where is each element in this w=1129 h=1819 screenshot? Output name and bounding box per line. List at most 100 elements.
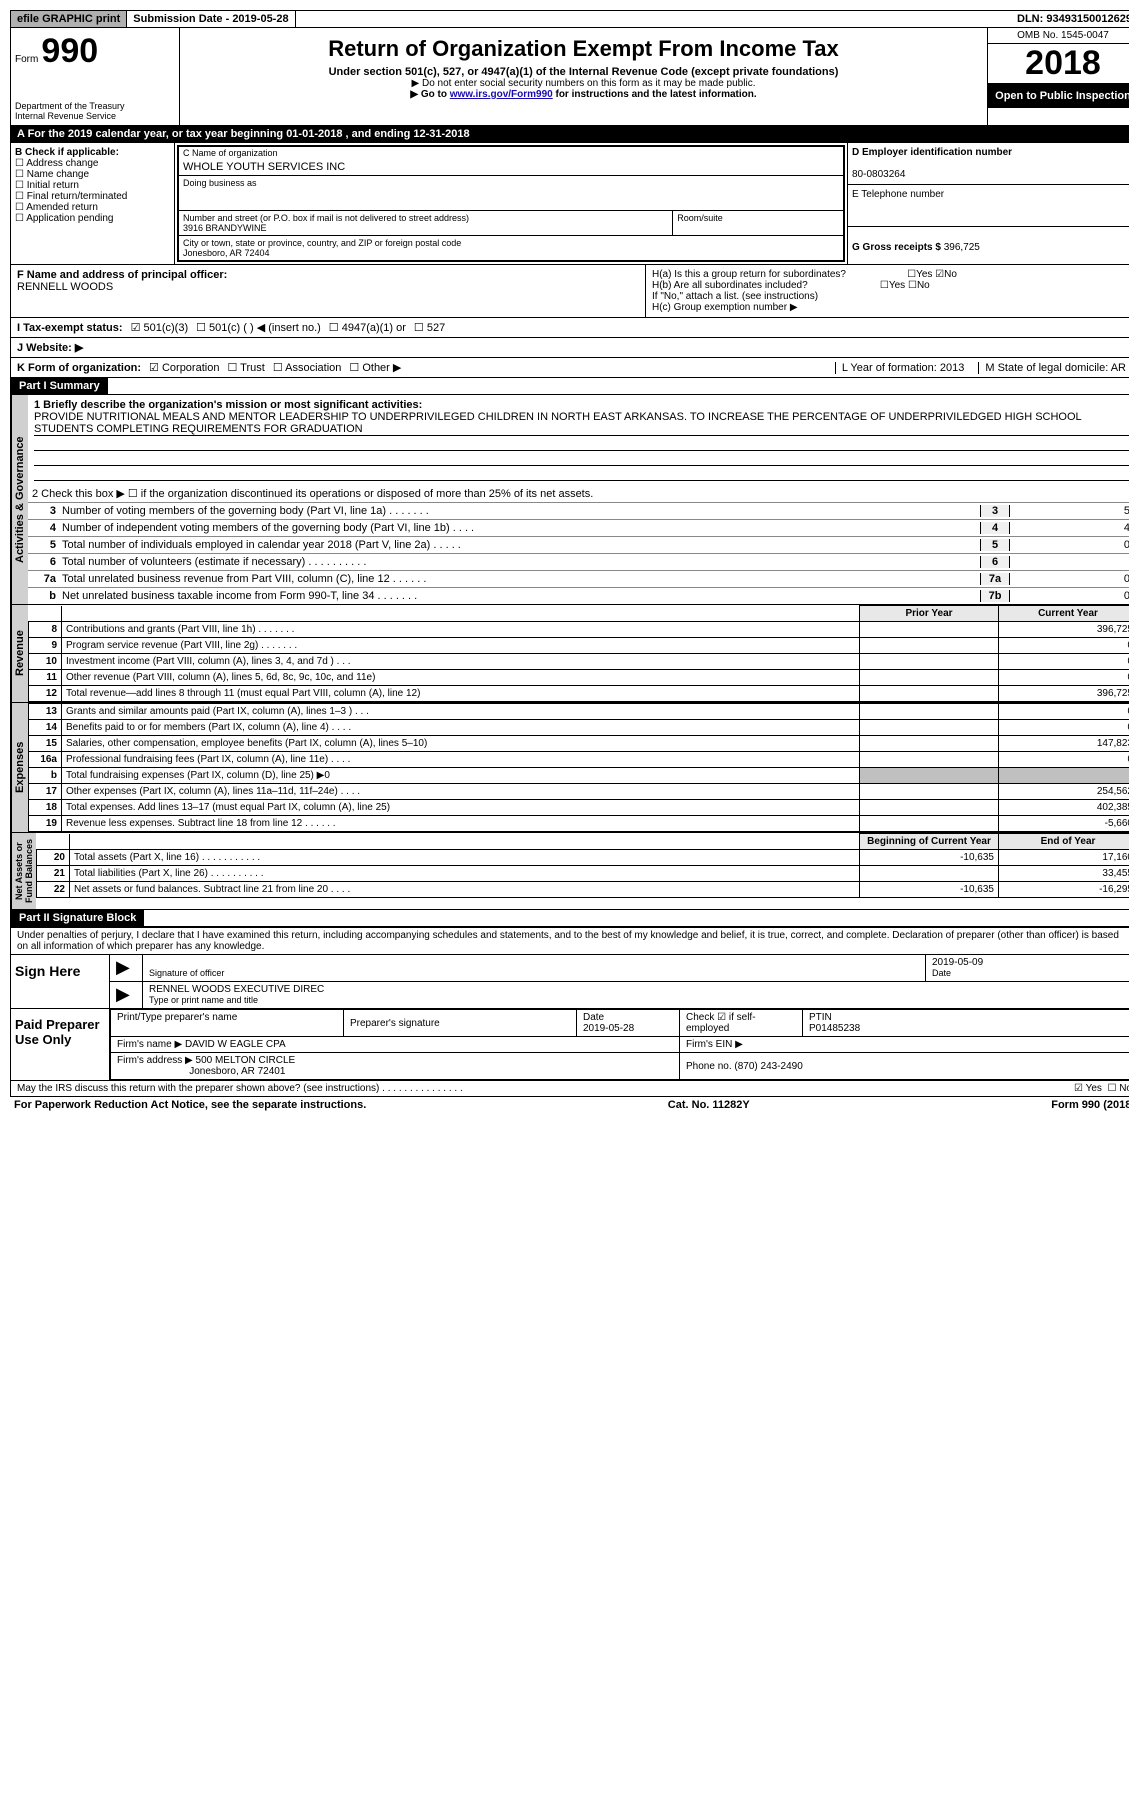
jurat: Under penalties of perjury, I declare th…: [11, 928, 1129, 954]
gov-section: Activities & Governance 1 Briefly descri…: [10, 395, 1129, 605]
chk-4947[interactable]: 4947(a)(1) or: [329, 321, 406, 334]
rev-table: Prior YearCurrent Year 8Contributions an…: [28, 605, 1129, 702]
chk-501c3[interactable]: 501(c)(3): [131, 321, 189, 334]
table-row: 5Total number of individuals employed in…: [28, 536, 1129, 553]
form-title: Return of Organization Exempt From Incom…: [188, 36, 979, 62]
ein-cell: D Employer identification number 80-0803…: [848, 143, 1129, 185]
table-row: 21Total liabilities (Part X, line 26) . …: [37, 866, 1129, 882]
chk-address[interactable]: Address change: [15, 158, 98, 169]
header-right: OMB No. 1545-0047 2018 Open to Public In…: [988, 28, 1129, 125]
table-row: bNet unrelated business taxable income f…: [28, 587, 1129, 604]
year-formation: L Year of formation: 2013: [835, 362, 971, 374]
efile-graphic[interactable]: efile GRAPHIC print: [11, 11, 127, 27]
chk-501c[interactable]: 501(c) ( ) ◀ (insert no.): [196, 321, 321, 334]
table-row: 3Number of voting members of the governi…: [28, 502, 1129, 519]
part1-title: Part I Summary: [11, 378, 108, 394]
gov-body: 1 Briefly describe the organization's mi…: [28, 395, 1129, 604]
table-row: 14Benefits paid to or for members (Part …: [29, 720, 1129, 736]
h-cell: H(a) Is this a group return for subordin…: [646, 265, 1129, 317]
chk-amended[interactable]: Amended return: [15, 202, 98, 213]
table-row: 8Contributions and grants (Part VIII, li…: [29, 622, 1129, 638]
chk-pending[interactable]: Application pending: [15, 213, 114, 224]
tel-cell: E Telephone number: [848, 185, 1129, 227]
dln: DLN: 93493150012629: [1011, 11, 1129, 27]
table-row: 18Total expenses. Add lines 13–17 (must …: [29, 800, 1129, 816]
discuss-yes[interactable]: ☑ Yes: [1074, 1083, 1102, 1094]
header-left: Form 990 Department of the Treasury Inte…: [11, 28, 180, 125]
col-b: B Check if applicable: Address change Na…: [11, 143, 175, 264]
row-f-h: F Name and address of principal officer:…: [10, 265, 1129, 318]
row-i: I Tax-exempt status: 501(c)(3) 501(c) ( …: [10, 318, 1129, 338]
gross-cell: G Gross receipts $ 396,725: [848, 227, 1129, 257]
signature-block: Under penalties of perjury, I declare th…: [10, 927, 1129, 1097]
table-row: 13Grants and similar amounts paid (Part …: [29, 704, 1129, 720]
irs-link[interactable]: www.irs.gov/Form990: [450, 89, 553, 100]
section-a-band: A For the 2019 calendar year, or tax yea…: [10, 125, 1129, 143]
part2-title: Part II Signature Block: [11, 910, 144, 926]
table-row: 10Investment income (Part VIII, column (…: [29, 654, 1129, 670]
table-row: bTotal fundraising expenses (Part IX, co…: [29, 768, 1129, 784]
chk-527[interactable]: 527: [414, 321, 445, 334]
table-row: 17Other expenses (Part IX, column (A), l…: [29, 784, 1129, 800]
omb-no: OMB No. 1545-0047: [988, 28, 1129, 44]
form-note1: ▶ Do not enter social security numbers o…: [188, 78, 979, 89]
vtab-gov: Activities & Governance: [11, 395, 28, 604]
table-row: 15Salaries, other compensation, employee…: [29, 736, 1129, 752]
part1-header-row: Part I Summary: [10, 378, 1129, 395]
org-name: WHOLE YOUTH SERVICES INC: [179, 159, 843, 175]
tax-year: 2018: [988, 44, 1129, 84]
chk-trust[interactable]: Trust: [227, 361, 264, 374]
form-prefix: Form: [15, 54, 38, 65]
chk-final[interactable]: Final return/terminated: [15, 191, 127, 202]
rev-section: Revenue Prior YearCurrent Year 8Contribu…: [10, 605, 1129, 703]
chk-name[interactable]: Name change: [15, 169, 89, 180]
officer-cell: F Name and address of principal officer:…: [11, 265, 646, 317]
vtab-rev: Revenue: [11, 605, 28, 702]
city: Jonesboro, AR 72404: [183, 248, 270, 258]
chk-assoc[interactable]: Association: [273, 361, 342, 374]
chk-other[interactable]: Other ▶: [349, 361, 401, 374]
table-row: 6Total number of volunteers (estimate if…: [28, 553, 1129, 570]
net-section: Net Assets or Fund Balances Beginning of…: [10, 833, 1129, 910]
part2-header-row: Part II Signature Block: [10, 910, 1129, 927]
section-a: B Check if applicable: Address change Na…: [10, 143, 1129, 265]
table-row: 7aTotal unrelated business revenue from …: [28, 570, 1129, 587]
row-j: J Website: ▶: [10, 338, 1129, 358]
firm-phone: (870) 243-2490: [734, 1061, 802, 1072]
table-row: 16aProfessional fundraising fees (Part I…: [29, 752, 1129, 768]
page-footer: For Paperwork Reduction Act Notice, see …: [10, 1097, 1129, 1113]
officer-name: RENNELL WOODS: [17, 281, 113, 293]
net-table: Beginning of Current YearEnd of Year 20T…: [36, 833, 1129, 898]
table-row: 4Number of independent voting members of…: [28, 519, 1129, 536]
paid-preparer-row: Paid Preparer Use Only Print/Type prepar…: [11, 1008, 1129, 1080]
discuss-row: May the IRS discuss this return with the…: [11, 1080, 1129, 1096]
ein: 80-0803264: [852, 169, 905, 180]
header-center: Return of Organization Exempt From Incom…: [180, 28, 988, 125]
open-inspection: Open to Public Inspection: [988, 84, 1129, 108]
chk-initial[interactable]: Initial return: [15, 180, 79, 191]
table-row: 19Revenue less expenses. Subtract line 1…: [29, 816, 1129, 832]
vtab-net: Net Assets or Fund Balances: [11, 833, 36, 909]
col-c: C Name of organization WHOLE YOUTH SERVI…: [175, 143, 848, 264]
dept: Department of the Treasury Internal Reve…: [15, 101, 175, 121]
form-header: Form 990 Department of the Treasury Inte…: [10, 28, 1129, 125]
form-subtitle: Under section 501(c), 527, or 4947(a)(1)…: [188, 66, 979, 78]
chk-corp[interactable]: Corporation: [149, 361, 219, 374]
form-note2: ▶ Go to www.irs.gov/Form990 for instruct…: [188, 89, 979, 100]
vtab-exp: Expenses: [11, 703, 28, 832]
street: 3916 BRANDYWINE: [183, 223, 267, 233]
form-number: 990: [41, 32, 98, 70]
topbar: efile GRAPHIC print Submission Date - 20…: [10, 10, 1129, 28]
state-domicile: M State of legal domicile: AR: [978, 362, 1129, 374]
submission-date: Submission Date - 2019-05-28: [127, 11, 295, 27]
name-box: C Name of organization WHOLE YOUTH SERVI…: [177, 145, 845, 262]
table-row: 20Total assets (Part X, line 16) . . . .…: [37, 850, 1129, 866]
discuss-no[interactable]: ☐ No: [1107, 1083, 1129, 1094]
b-title: B Check if applicable:: [15, 147, 119, 158]
table-row: 12Total revenue—add lines 8 through 11 (…: [29, 686, 1129, 702]
table-row: 11Other revenue (Part VIII, column (A), …: [29, 670, 1129, 686]
exp-table: 13Grants and similar amounts paid (Part …: [28, 703, 1129, 832]
exp-section: Expenses 13Grants and similar amounts pa…: [10, 703, 1129, 833]
paid-table: Print/Type preparer's name Preparer's si…: [110, 1009, 1129, 1080]
firm-name: DAVID W EAGLE CPA: [185, 1039, 286, 1050]
